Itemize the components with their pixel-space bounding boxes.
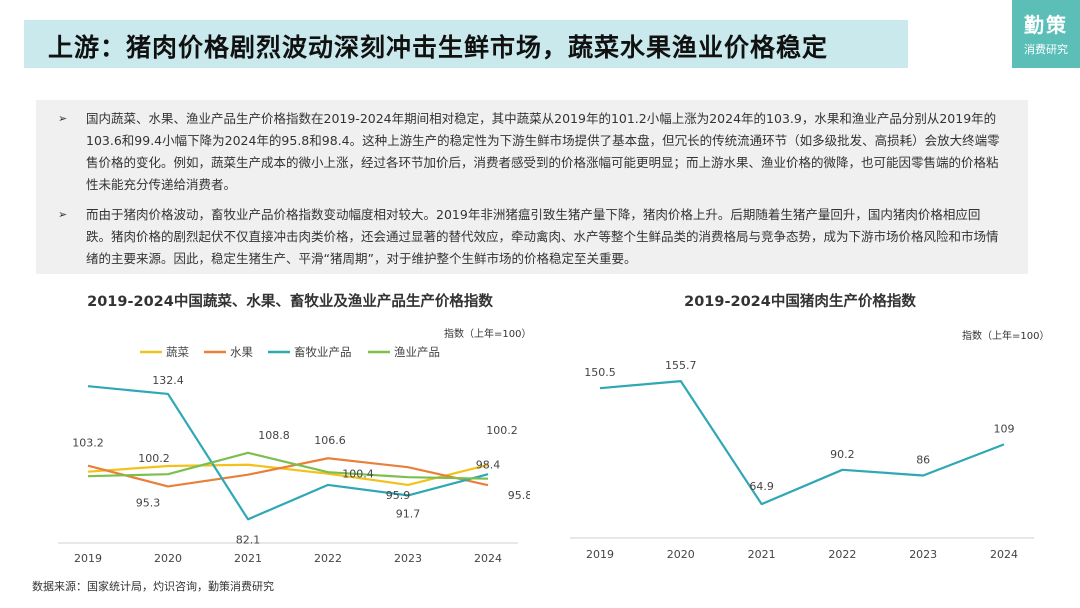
legend-label: 畜牧业产品 bbox=[294, 345, 352, 359]
paragraph-text: 国内蔬菜、水果、渔业产品生产价格指数在2019-2024年期间相对稳定，其中蔬菜… bbox=[86, 111, 1000, 192]
data-label: 100.2 bbox=[486, 424, 518, 437]
legend-label: 渔业产品 bbox=[394, 345, 440, 359]
x-tick-label: 2019 bbox=[586, 548, 614, 561]
series-line bbox=[599, 380, 1005, 506]
chart1-unit: 指数（上年=100） bbox=[444, 329, 532, 340]
series-line bbox=[87, 385, 489, 521]
data-label: 64.9 bbox=[749, 480, 774, 493]
data-label: 90.2 bbox=[830, 448, 855, 461]
chart1-svg: 2019 2020 2021 2022 2023 2024 103.2 132.4 100.2 9… bbox=[58, 345, 530, 565]
series-line bbox=[87, 457, 489, 488]
x-tick-label: 2019 bbox=[74, 552, 102, 565]
page-title: 上游：猪肉价格剧烈波动深刻冲击生鲜市场，蔬菜水果渔业价格稳定 bbox=[48, 33, 829, 62]
data-label: 86 bbox=[916, 453, 930, 466]
bullet-arrow-icon: ➢ bbox=[58, 112, 68, 125]
summary-box: ➢ 国内蔬菜、水果、渔业产品生产价格指数在2019-2024年期间相对稳定，其中… bbox=[36, 100, 1028, 274]
data-label: 82.1 bbox=[236, 533, 261, 546]
x-tick-label: 2024 bbox=[474, 552, 502, 565]
x-tick-label: 2021 bbox=[234, 552, 262, 565]
x-tick-label: 2023 bbox=[909, 548, 937, 561]
data-label: 95.3 bbox=[136, 496, 161, 509]
source-note: 数据来源：国家统计局，灼识咨询，勤策消费研究 bbox=[32, 580, 274, 593]
title-bar: 上游：猪肉价格剧烈波动深刻冲击生鲜市场，蔬菜水果渔业价格稳定 bbox=[24, 20, 908, 68]
data-label: 100.4 bbox=[342, 468, 374, 481]
data-label: 98.4 bbox=[476, 459, 501, 472]
data-label: 109 bbox=[994, 422, 1015, 435]
brand-logo: 勤策 消费研究 bbox=[1012, 0, 1080, 68]
chart2-title: 2019-2024中国猪肉生产价格指数 bbox=[684, 294, 916, 310]
x-tick-label: 2020 bbox=[667, 548, 695, 561]
data-label: 132.4 bbox=[152, 374, 184, 387]
data-label: 91.7 bbox=[396, 507, 421, 520]
data-label: 103.2 bbox=[72, 437, 104, 450]
series-line bbox=[87, 463, 489, 487]
logo-line1: 勤策 bbox=[1024, 13, 1068, 37]
bullet-arrow-icon: ➢ bbox=[58, 208, 68, 221]
x-tick-label: 2024 bbox=[990, 548, 1018, 561]
data-label: 95.9 bbox=[386, 489, 411, 502]
chart2-unit: 指数（上年=100） bbox=[962, 331, 1050, 342]
paragraph-text: 而由于猪肉价格波动，畜牧业产品价格指数变动幅度相对较大。2019年非洲猪瘟引致生… bbox=[86, 207, 999, 266]
x-tick-label: 2023 bbox=[394, 552, 422, 565]
data-label: 95.8 bbox=[508, 489, 530, 502]
data-label: 106.6 bbox=[314, 434, 346, 447]
data-label: 108.8 bbox=[258, 429, 290, 442]
legend-label: 水果 bbox=[230, 345, 253, 359]
legend-label: 蔬菜 bbox=[166, 345, 189, 359]
data-label: 100.2 bbox=[138, 452, 170, 465]
x-tick-label: 2020 bbox=[154, 552, 182, 565]
x-tick-label: 2022 bbox=[314, 552, 342, 565]
x-tick-label: 2021 bbox=[748, 548, 776, 561]
series-line bbox=[87, 451, 489, 480]
chart2-svg: 2019 2020 2021 2022 2023 2024 150.5 155.7 64.9 90… bbox=[570, 359, 1034, 561]
data-label: 150.5 bbox=[584, 366, 616, 379]
logo-line2: 消费研究 bbox=[1024, 43, 1068, 56]
chart1-title: 2019-2024中国蔬菜、水果、畜牧业及渔业产品生产价格指数 bbox=[87, 294, 493, 310]
data-label: 155.7 bbox=[665, 359, 697, 372]
x-tick-label: 2022 bbox=[828, 548, 856, 561]
